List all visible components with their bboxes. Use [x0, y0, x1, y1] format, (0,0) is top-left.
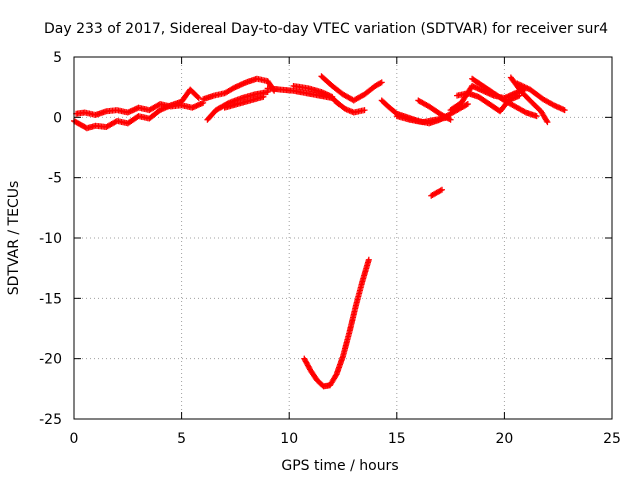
data-point [533, 113, 540, 120]
x-tick-label: 15 [388, 431, 406, 447]
data-point [377, 80, 384, 87]
data-trace [318, 73, 385, 104]
data-point [521, 108, 528, 115]
data-point [463, 101, 470, 108]
data-trace [393, 113, 452, 126]
data-point [446, 115, 453, 122]
y-tick-label: -20 [39, 352, 62, 368]
x-tick-label: 0 [70, 431, 79, 447]
data-point [516, 92, 523, 99]
data-trace [428, 186, 445, 199]
y-tick-label: 5 [53, 50, 62, 66]
data-point [438, 186, 445, 193]
data-trace [469, 75, 540, 120]
y-axis-label: SDTVAR / TECUs [6, 181, 22, 296]
data-trace [415, 97, 454, 123]
data-trace [73, 99, 207, 118]
data-point [361, 107, 368, 114]
data-trace [301, 256, 372, 390]
data-point [447, 116, 454, 123]
x-tick-label: 5 [177, 431, 186, 447]
x-axis-label: GPS time / hours [281, 458, 398, 474]
data-layer [71, 73, 568, 390]
data-trace [221, 93, 267, 111]
data-point [260, 93, 267, 100]
grid-layer [74, 57, 612, 419]
tick-layer: 0 5 10 15 20 25 -25 -20 -15 -10 -5 0 5 [39, 50, 621, 447]
y-tick-label: 0 [53, 110, 62, 126]
data-trace [507, 74, 551, 126]
data-point [195, 95, 202, 102]
data-trace [514, 80, 568, 114]
data-point [437, 187, 444, 194]
data-point [561, 107, 568, 114]
data-point [194, 93, 201, 100]
data-point [378, 79, 385, 86]
x-tick-label: 20 [495, 431, 513, 447]
y-tick-label: -15 [39, 291, 62, 307]
data-trace [290, 82, 336, 100]
data-trace [454, 90, 523, 115]
x-tick-label: 10 [280, 431, 298, 447]
data-point [544, 119, 551, 126]
chart-title: Day 233 of 2017, Sidereal Day-to-day VTE… [44, 21, 608, 37]
data-point [365, 256, 372, 263]
data-point [329, 93, 336, 100]
y-tick-label: -5 [48, 171, 62, 187]
y-tick-label: -25 [39, 412, 62, 428]
y-tick-label: -10 [39, 231, 62, 247]
x-tick-label: 25 [603, 431, 621, 447]
data-trace [331, 97, 368, 116]
data-point [464, 101, 471, 108]
